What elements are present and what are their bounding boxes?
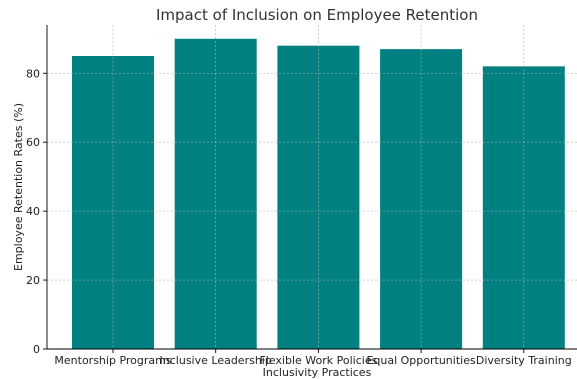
y-tick-label: 40 — [26, 205, 40, 218]
x-tick-label: Inclusive Leadership — [160, 354, 272, 367]
y-tick-label: 80 — [26, 67, 40, 80]
y-tick-label: 20 — [26, 274, 40, 287]
y-tick-label: 60 — [26, 136, 40, 149]
x-tick-label: Flexible Work Policies — [259, 354, 377, 367]
y-axis-label: Employee Retention Rates (%) — [12, 103, 25, 271]
bar — [380, 49, 463, 350]
grid-layer — [47, 25, 577, 350]
chart-title: Impact of Inclusion on Employee Retentio… — [156, 6, 478, 24]
x-tick-label: Diversity Training — [476, 354, 572, 367]
x-axis-label: Inclusivity Practices — [263, 366, 372, 379]
y-tick-label: 0 — [33, 343, 40, 356]
x-tick-label: Equal Opportunities — [366, 354, 476, 367]
y-tick-layer: 0 20 40 60 80 — [26, 67, 47, 356]
x-tick-label: Mentorship Programs — [54, 354, 171, 367]
